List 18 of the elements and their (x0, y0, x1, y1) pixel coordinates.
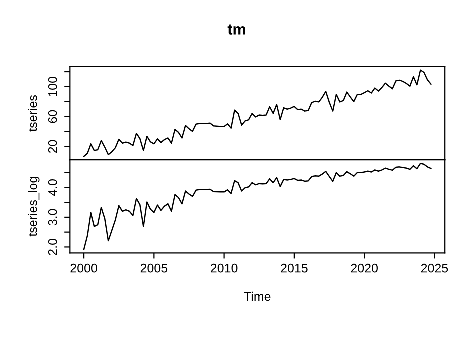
x-axis-title: Time (244, 292, 271, 302)
y-tick-label: 60 (48, 110, 58, 124)
y-axis-title: tseries_log (28, 177, 40, 237)
x-tick-label: 2020 (351, 264, 378, 273)
y-tick-label: 3.0 (48, 209, 58, 226)
y-tick-label: 2.0 (48, 239, 58, 256)
x-tick-label: 2005 (140, 264, 168, 273)
y-tick-label: 4.0 (48, 180, 58, 196)
x-tick-label: 2010 (211, 264, 238, 273)
y-axis-title: tseries (28, 96, 38, 132)
chart-title: tm (228, 24, 246, 35)
y-tick-label: 20 (48, 140, 58, 154)
x-tick-label: 2000 (70, 264, 98, 273)
y-tick-label: 100 (48, 77, 58, 96)
x-tick-label: 2015 (281, 264, 308, 273)
line-series (83, 162, 432, 250)
line-series (83, 70, 432, 158)
x-tick-label: 2025 (421, 264, 448, 273)
